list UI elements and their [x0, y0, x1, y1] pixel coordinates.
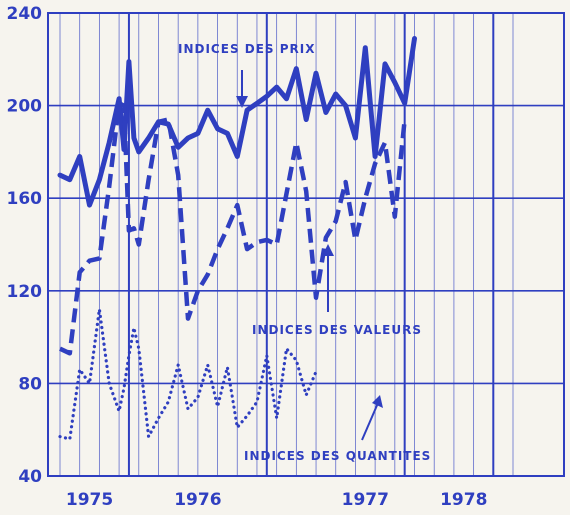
y-tick-label: 120 — [7, 282, 43, 302]
x-tick-label: 1976 — [174, 490, 221, 510]
annotation-prix: INDICES DES PRIX — [178, 42, 316, 56]
series-line-dashed — [59, 101, 407, 356]
x-tick-labels: 1975 1976 1977 1978 — [66, 490, 488, 510]
series-group — [57, 36, 417, 441]
y-tick-label: 80 — [18, 374, 42, 394]
y-tick-label: 200 — [7, 97, 43, 117]
series-line-dotted — [58, 307, 318, 441]
arrow-quantites — [361, 402, 379, 441]
x-tick-label: 1978 — [440, 490, 487, 510]
x-tick-label: 1977 — [342, 490, 389, 510]
arrowhead-quantites — [372, 395, 383, 408]
series-line-solid — [57, 36, 417, 208]
y-tick-label: 240 — [7, 4, 43, 24]
y-tick-label: 160 — [7, 189, 43, 209]
arrowhead-prix — [236, 96, 248, 108]
annotation-valeurs: INDICES DES VALEURS — [252, 323, 422, 337]
arrowhead-valeurs — [322, 244, 334, 256]
x-tick-label: 1975 — [66, 490, 113, 510]
annotation-quantites: INDICES DES QUANTITES — [244, 449, 431, 463]
y-tick-label: 40 — [18, 467, 42, 487]
y-tick-labels: 40 80 120 160 200 240 — [7, 4, 43, 487]
